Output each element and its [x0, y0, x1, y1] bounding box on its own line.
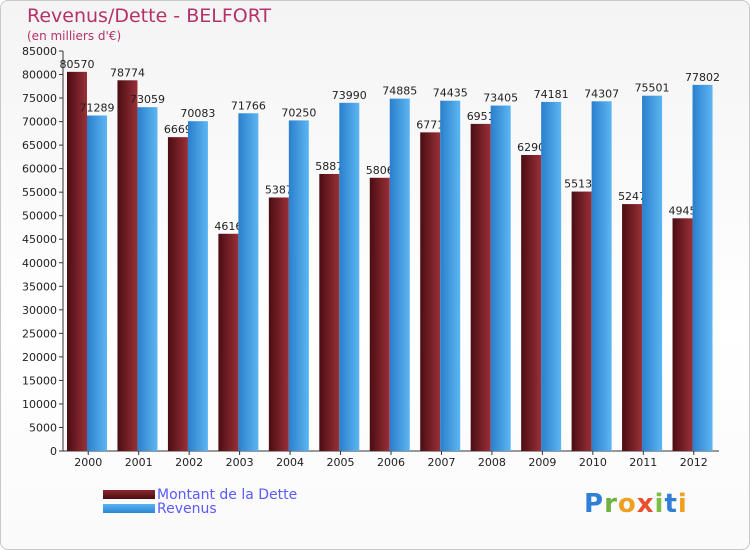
- y-tick-label: 15000: [22, 374, 57, 387]
- y-tick-label: 40000: [22, 257, 57, 270]
- x-tick-label: 2003: [226, 456, 254, 469]
- data-label-dette: 80570: [60, 58, 95, 71]
- y-tick-label: 55000: [22, 186, 57, 199]
- data-label-dette: 6771: [416, 118, 444, 131]
- bar-revenus: [187, 121, 208, 452]
- bar-dette: [218, 233, 239, 451]
- legend-swatch-revenus: [103, 504, 155, 513]
- y-tick-label: 60000: [22, 163, 57, 176]
- x-tick-label: 2004: [276, 456, 304, 469]
- legend-label-dette: Montant de la Dette: [157, 487, 298, 503]
- bar-revenus: [440, 100, 461, 451]
- data-label-revenus: 71289: [80, 102, 115, 115]
- data-label-revenus: 70250: [281, 106, 316, 119]
- data-label-revenus: 73405: [483, 92, 518, 105]
- data-label-revenus: 73990: [332, 89, 367, 102]
- proxiti-logo: Proxiti: [584, 489, 688, 519]
- y-tick-label: 25000: [22, 327, 57, 340]
- data-label-revenus: 75501: [635, 82, 670, 95]
- data-label-dette: 78774: [110, 66, 145, 79]
- y-tick-label: 50000: [22, 210, 57, 223]
- bar-dette: [420, 132, 441, 452]
- legend-label-revenus: Revenus: [157, 501, 217, 517]
- y-tick-label: 70000: [22, 116, 57, 129]
- y-tick-label: 85000: [22, 45, 57, 58]
- x-tick-label: 2012: [680, 456, 708, 469]
- bar-revenus: [490, 105, 511, 452]
- data-label-dette: 4945: [669, 204, 697, 217]
- y-tick-label: 30000: [22, 304, 57, 317]
- logo-letter: r: [604, 489, 618, 519]
- bar-dette: [571, 191, 592, 452]
- bar-revenus: [87, 115, 107, 452]
- chart-subtitle: (en milliers d'€): [27, 29, 122, 43]
- logo-letter: P: [584, 489, 605, 519]
- bar-dette: [167, 137, 188, 451]
- data-label-dette: 5387: [265, 183, 293, 196]
- legend-swatch-dette: [103, 490, 155, 499]
- y-tick-label: 0: [50, 445, 57, 458]
- x-tick-label: 2006: [377, 456, 405, 469]
- bar-dette: [622, 204, 643, 451]
- y-tick-label: 65000: [22, 139, 57, 152]
- bar-revenus: [591, 101, 612, 451]
- x-tick-label: 2001: [125, 456, 153, 469]
- y-tick-label: 45000: [22, 233, 57, 246]
- bar-dette: [470, 123, 491, 452]
- logo-letter: o: [617, 489, 637, 519]
- data-label-revenus: 73059: [130, 93, 165, 106]
- y-tick-label: 5000: [29, 421, 57, 434]
- bar-dette: [521, 155, 542, 451]
- y-tick-label: 20000: [22, 351, 57, 364]
- data-label-dette: 5806: [366, 164, 394, 177]
- logo-letter: t: [664, 489, 678, 519]
- data-label-dette: 6290: [517, 141, 545, 154]
- x-tick-label: 2000: [74, 456, 102, 469]
- y-tick-label: 75000: [22, 92, 57, 105]
- x-tick-label: 2011: [629, 456, 657, 469]
- bar-revenus: [642, 95, 663, 452]
- bar-revenus: [137, 107, 158, 452]
- bar-dette: [268, 197, 289, 451]
- bar-revenus: [238, 113, 259, 451]
- logo-letter: i: [677, 489, 688, 519]
- bar-dette: [672, 218, 693, 451]
- data-label-revenus: 70083: [180, 107, 215, 120]
- data-label-dette: 55130: [564, 178, 599, 191]
- data-label-revenus: 74307: [584, 87, 619, 100]
- logo-letter: i: [654, 489, 665, 519]
- y-tick-label: 35000: [22, 280, 57, 293]
- x-tick-label: 2008: [478, 456, 506, 469]
- data-label-revenus: 71766: [231, 99, 266, 112]
- x-tick-label: 2009: [528, 456, 556, 469]
- data-label-dette: 4616: [214, 220, 242, 233]
- data-label-dette: 6669: [164, 123, 192, 136]
- data-label-revenus: 74885: [382, 85, 417, 98]
- chart-title: Revenus/Dette - BELFORT: [27, 5, 272, 27]
- data-label-revenus: 74181: [534, 88, 569, 101]
- data-label-dette: 5887: [315, 160, 343, 173]
- data-label-dette: 5247: [618, 190, 646, 203]
- bar-revenus: [339, 102, 360, 451]
- x-tick-label: 2007: [427, 456, 455, 469]
- bar-revenus: [288, 120, 309, 451]
- x-tick-label: 2002: [175, 456, 203, 469]
- y-tick-label: 10000: [22, 398, 57, 411]
- bar-dette: [369, 177, 390, 451]
- bar-dette: [319, 173, 340, 451]
- bar-revenus: [541, 101, 562, 452]
- bar-dette: [117, 80, 138, 451]
- logo-letter: x: [636, 489, 655, 519]
- x-tick-label: 2005: [327, 456, 355, 469]
- bar-revenus: [692, 84, 713, 452]
- x-tick-label: 2010: [579, 456, 607, 469]
- data-label-revenus: 74435: [433, 87, 468, 100]
- bar-dette: [67, 71, 87, 452]
- bar-revenus: [389, 98, 410, 451]
- y-tick-label: 80000: [22, 69, 57, 82]
- data-label-revenus: 77802: [685, 71, 720, 84]
- data-label-dette: 6951: [467, 110, 495, 123]
